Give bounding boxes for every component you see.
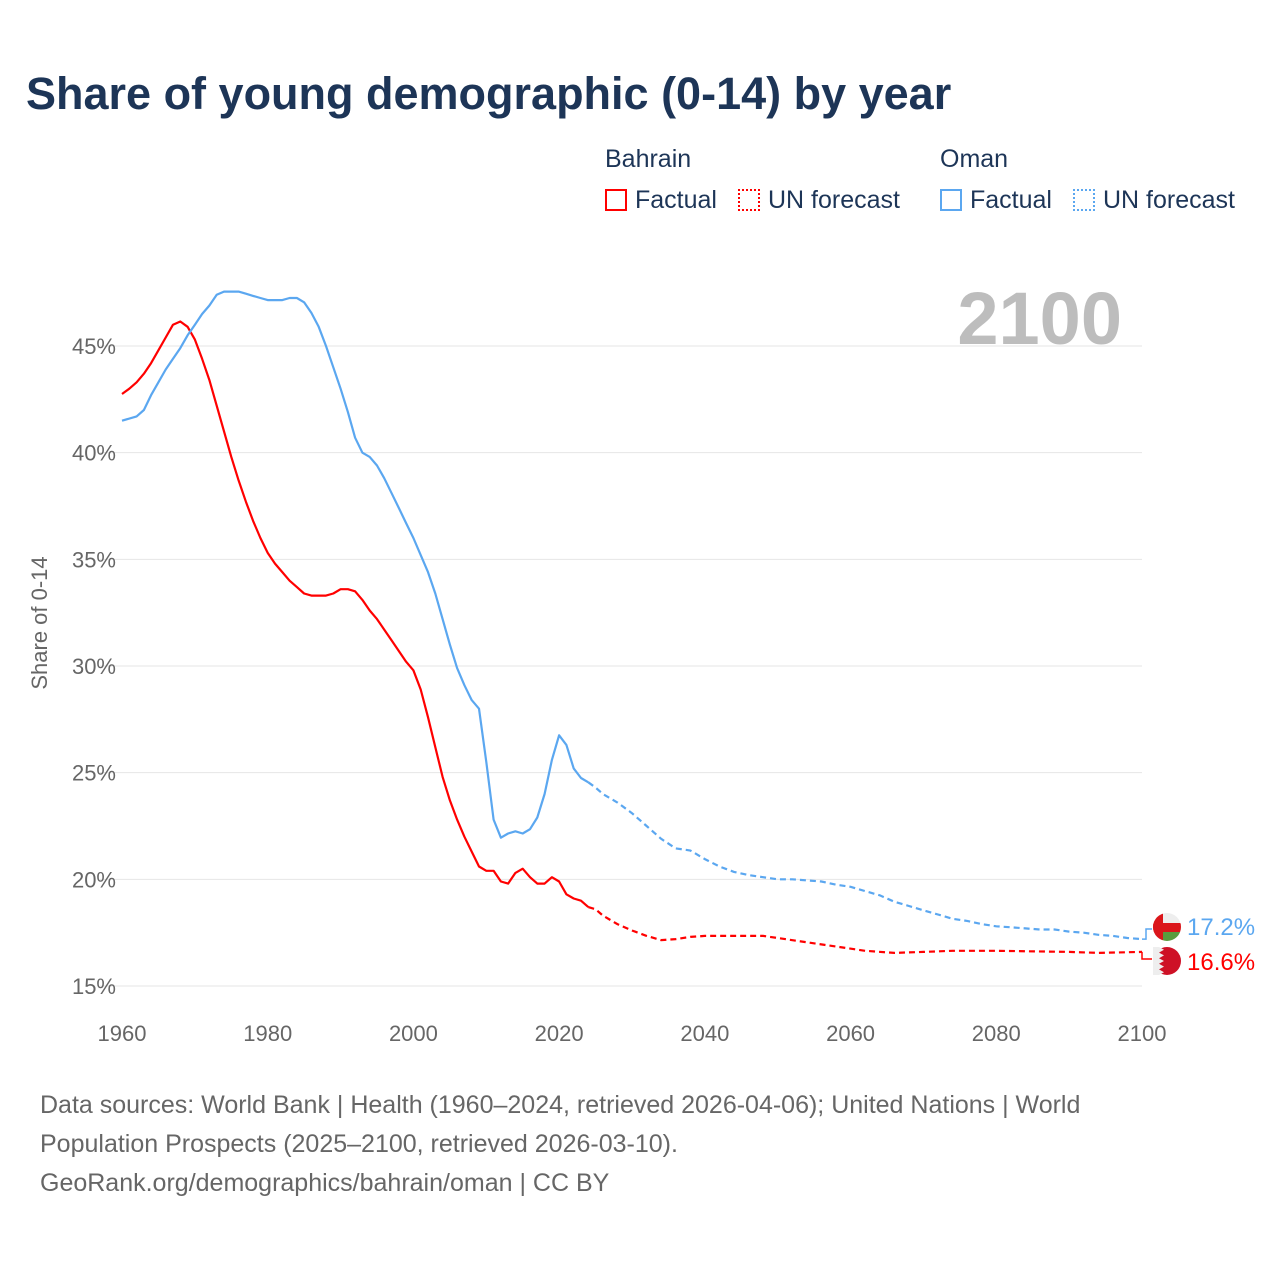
bahrain-factual-line bbox=[121, 320, 590, 908]
legend-group-bahrain: Bahrain bbox=[605, 145, 692, 173]
oman-forecast-line bbox=[587, 781, 1143, 941]
x-tick-label: 2040 bbox=[680, 1021, 729, 1046]
y-tick-label: 40% bbox=[72, 441, 116, 466]
x-tick-label: 1980 bbox=[243, 1021, 292, 1046]
x-tick-label: 2020 bbox=[535, 1021, 584, 1046]
y-tick-label: 15% bbox=[72, 974, 116, 999]
flag-white bbox=[1153, 947, 1164, 975]
flag-stripe bbox=[1153, 923, 1181, 932]
x-tick-label: 2060 bbox=[826, 1021, 875, 1046]
y-tick-label: 45% bbox=[72, 334, 116, 359]
legend-swatch-dotted bbox=[1073, 189, 1095, 211]
x-tick-label: 1960 bbox=[98, 1021, 147, 1046]
legend-label: UN forecast bbox=[768, 186, 900, 214]
bahrain-flag-icon bbox=[1153, 947, 1181, 975]
legend-label: Factual bbox=[970, 186, 1052, 214]
x-tick-label: 2100 bbox=[1118, 1021, 1167, 1046]
oman-end-value: 17.2% bbox=[1187, 914, 1255, 941]
y-tick-label: 20% bbox=[72, 867, 116, 892]
legend-bahrain-factual[interactable]: Factual bbox=[605, 186, 717, 215]
bahrain-end-value: 16.6% bbox=[1187, 949, 1255, 976]
legend-bahrain-forecast[interactable]: UN forecast bbox=[738, 186, 900, 215]
data-sources: Data sources: World Bank | Health (1960–… bbox=[40, 1091, 1081, 1158]
flag-stripe bbox=[1163, 932, 1181, 941]
y-tick-label: 25% bbox=[72, 761, 116, 786]
oman-end-connector bbox=[1142, 928, 1152, 940]
x-tick-label: 2080 bbox=[972, 1021, 1021, 1046]
y-tick-label: 35% bbox=[72, 547, 116, 572]
legend-swatch-solid bbox=[605, 189, 627, 211]
x-tick-label: 2000 bbox=[389, 1021, 438, 1046]
legend-oman-forecast[interactable]: UN forecast bbox=[1073, 186, 1235, 215]
attribution-link[interactable]: GeoRank.org/demographics/bahrain/oman | … bbox=[40, 1169, 610, 1197]
legend-swatch-solid bbox=[940, 189, 962, 211]
footer: Data sources: World Bank | Health (1960–… bbox=[40, 1086, 1160, 1203]
oman-flag-icon bbox=[1153, 913, 1181, 941]
flag-stripe bbox=[1153, 913, 1163, 941]
legend-label: Factual bbox=[635, 186, 717, 214]
y-tick-label: 30% bbox=[72, 654, 116, 679]
chart-title: Share of young demographic (0-14) by yea… bbox=[26, 68, 952, 119]
bahrain-forecast-line bbox=[587, 906, 1143, 955]
legend-group-oman: Oman bbox=[940, 145, 1009, 173]
legend-oman-factual[interactable]: Factual bbox=[940, 186, 1052, 215]
legend-swatch-dotted bbox=[738, 189, 760, 211]
oman-factual-line bbox=[121, 290, 589, 839]
legend-label: UN forecast bbox=[1103, 186, 1235, 214]
bahrain-end-connector bbox=[1141, 951, 1152, 960]
